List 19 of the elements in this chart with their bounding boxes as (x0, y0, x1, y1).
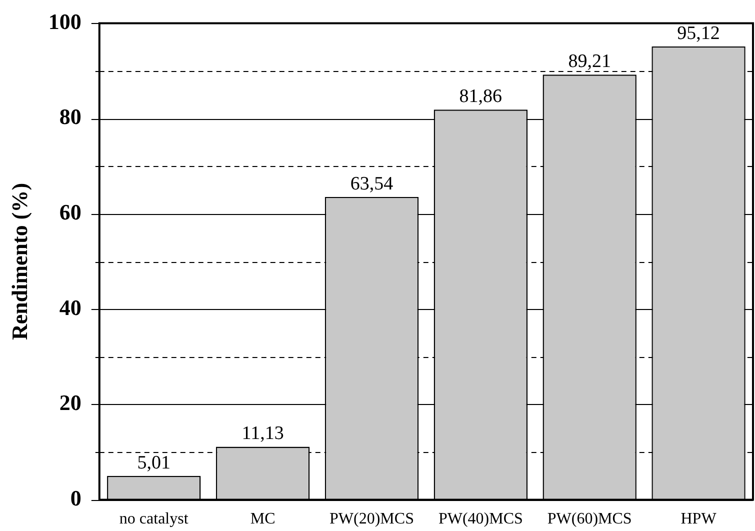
data-label: 95,12 (677, 22, 720, 44)
y-tick-label: 60 (59, 200, 82, 225)
data-label: 89,21 (568, 51, 611, 72)
y-axis-title: Rendimento (%) (6, 182, 32, 340)
y-tick-label: 0 (70, 485, 82, 510)
x-tick-label: HPW (680, 510, 718, 528)
data-label: 11,13 (242, 423, 284, 444)
x-tick-label: PW(60)MCS (547, 510, 632, 528)
y-tick-label: 80 (59, 104, 82, 130)
x-tick-label: PW(20)MCS (330, 510, 414, 528)
x-tick-label: MC (250, 510, 276, 528)
data-label: 63,54 (350, 173, 394, 194)
y-tick-label: 40 (59, 294, 82, 320)
x-tick-label: PW(40)MCS (438, 510, 523, 528)
data-label: 5,01 (137, 452, 170, 474)
y-tick-label: 100 (48, 8, 82, 34)
y-tick-label: 20 (59, 390, 82, 416)
data-label: 81,86 (459, 86, 502, 108)
x-tick-label: no catalyst (119, 510, 189, 528)
